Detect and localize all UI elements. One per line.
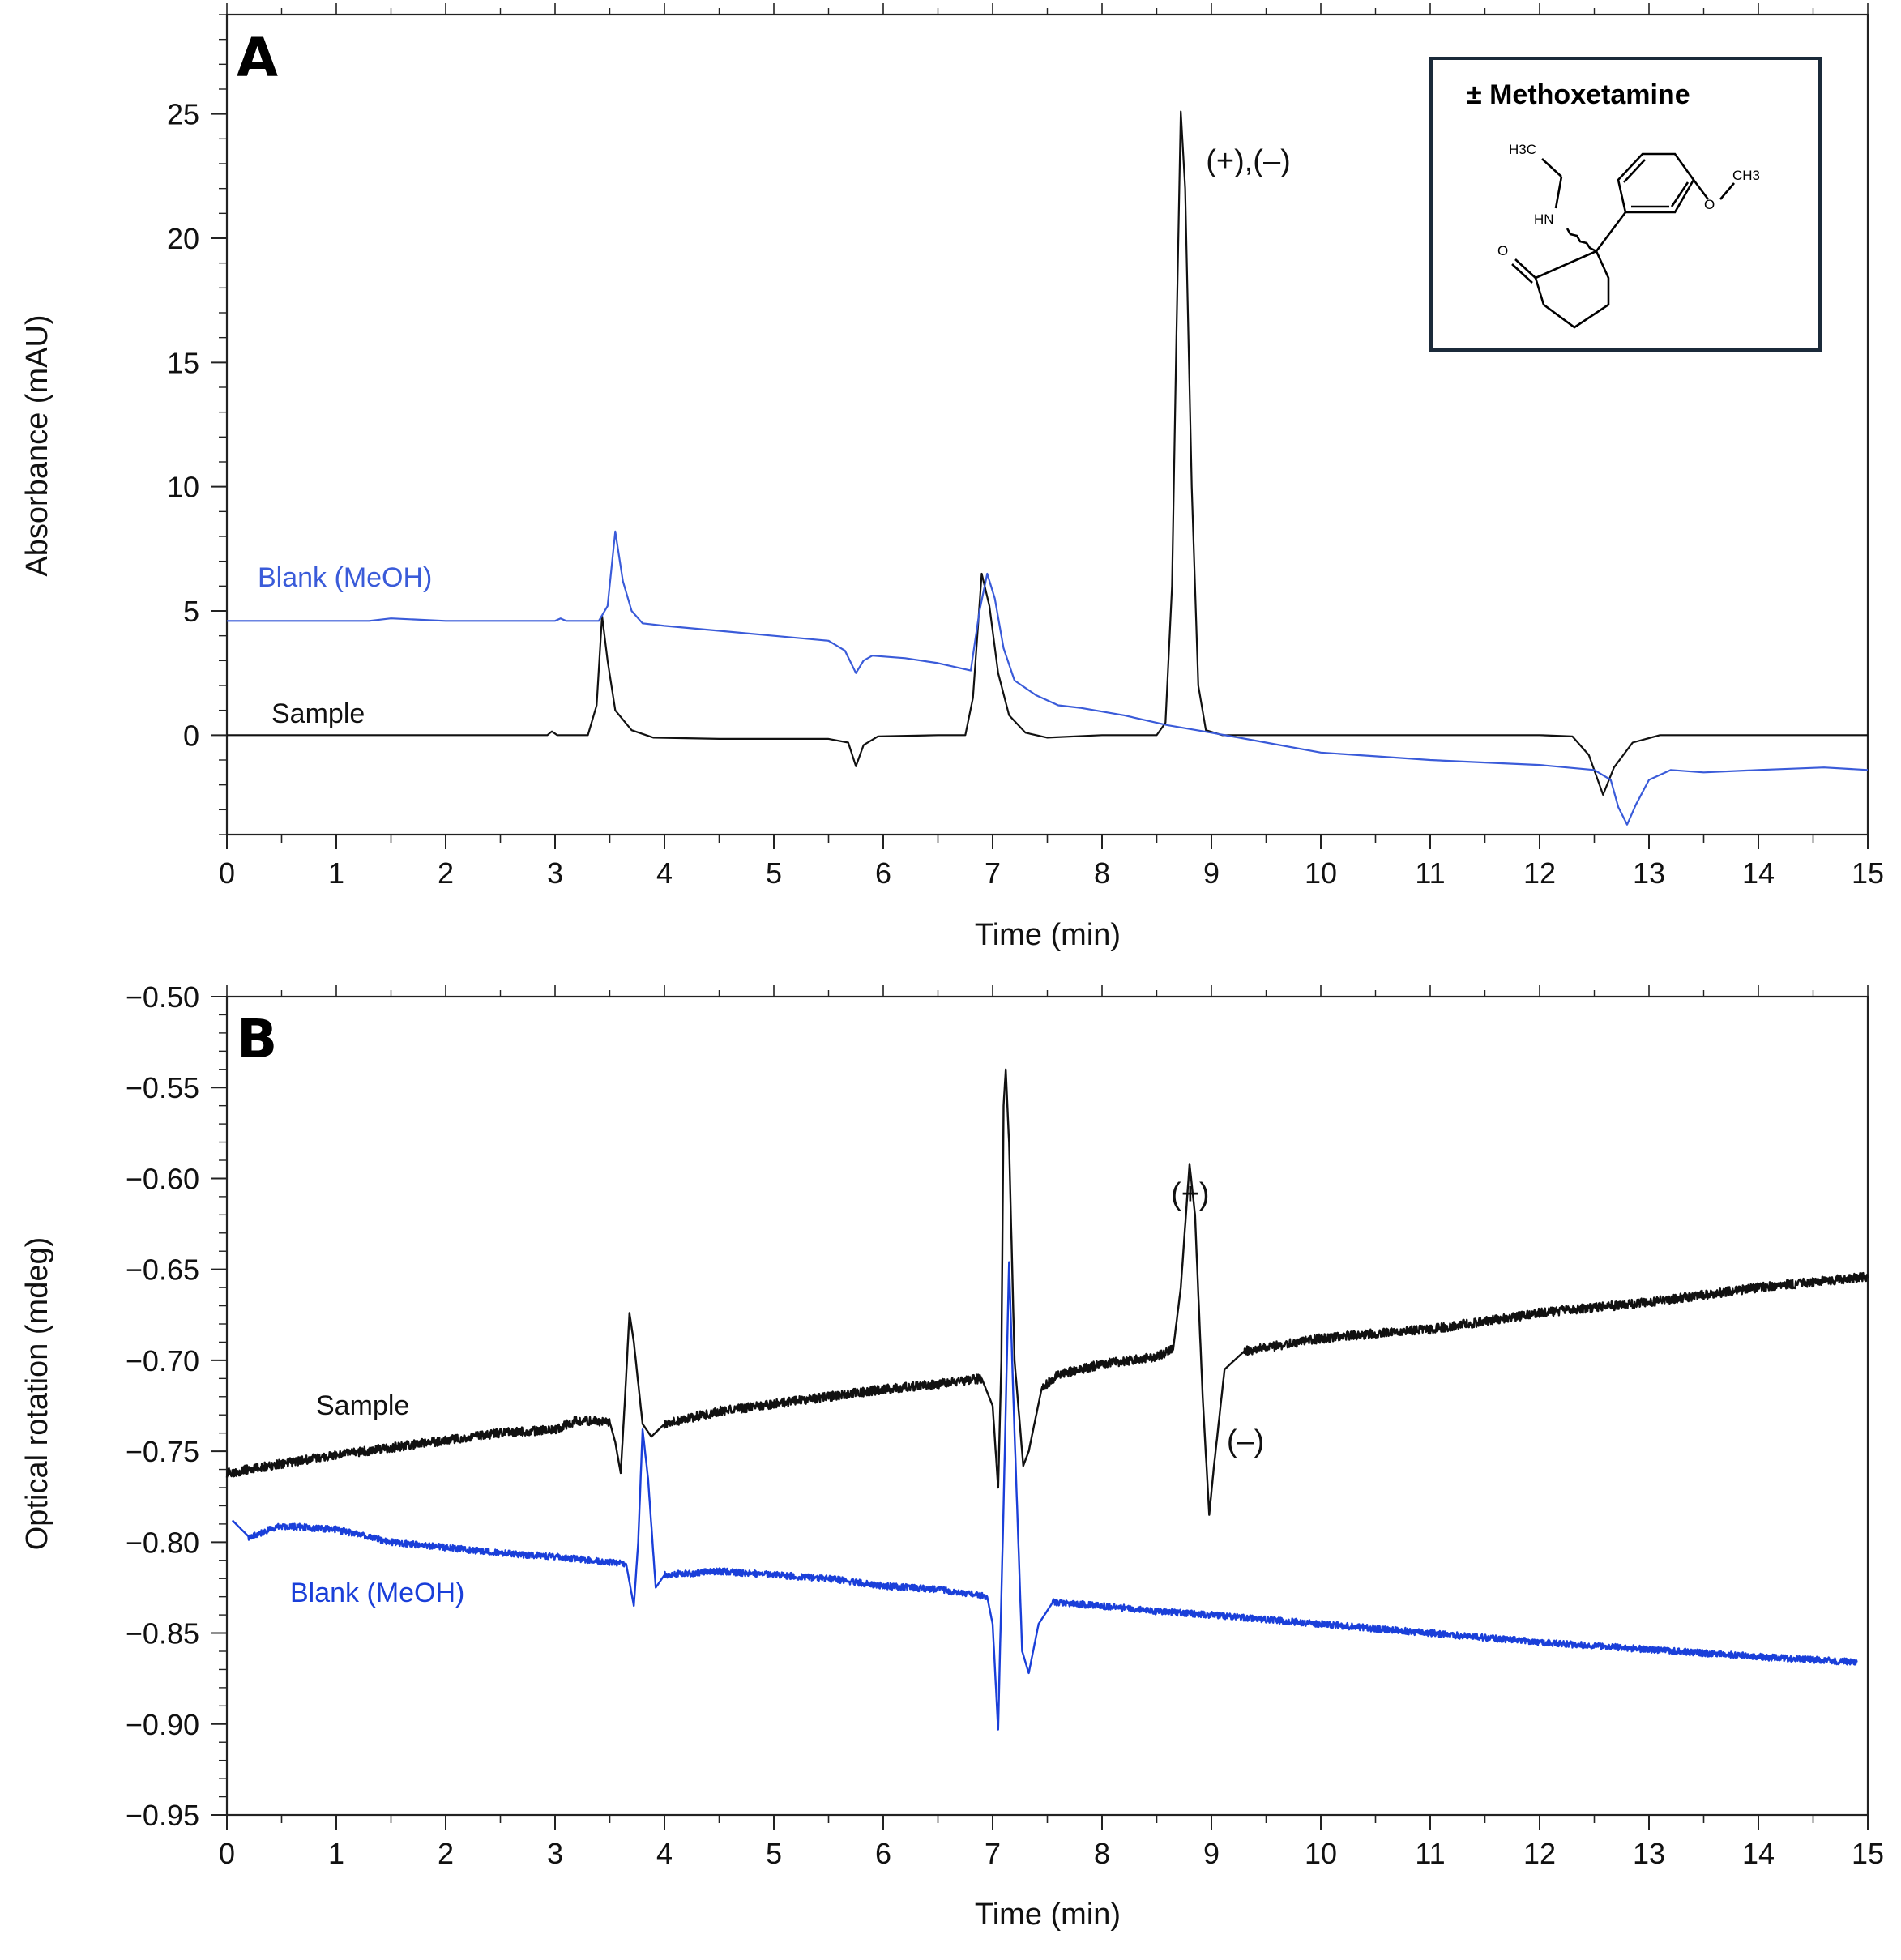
x-tick-label: 3 xyxy=(547,856,563,890)
x-tick-label: 10 xyxy=(1305,1837,1337,1870)
amine-wavy-bond xyxy=(1566,228,1597,253)
y-tick-label: 25 xyxy=(167,98,199,131)
panel-b: 0 1 2 3 4 5 6 7 8 9 10 11 12 13 14 15−0.95−0.90−0.85−0.… xyxy=(20,980,1884,1932)
y-tick-label: 0 xyxy=(183,719,199,752)
atom-h3c: H3C xyxy=(1509,142,1536,157)
panel-a-sample-label: Sample xyxy=(271,698,365,729)
methoxetamine-structure xyxy=(1511,152,1735,329)
x-tick-label: 8 xyxy=(1094,1837,1110,1870)
atom-ether-o: O xyxy=(1704,197,1715,212)
ether-bond xyxy=(1692,179,1710,200)
methyl-bond xyxy=(1719,182,1735,200)
x-tick-label: 2 xyxy=(438,856,454,890)
x-tick-label: 0 xyxy=(219,1837,235,1870)
panel-b-blank-label: Blank (MeOH) xyxy=(290,1578,464,1608)
x-tick-label: 2 xyxy=(438,1837,454,1870)
x-tick-label: 0 xyxy=(219,856,235,890)
x-tick-label: 10 xyxy=(1305,856,1337,890)
y-tick-label: −0.85 xyxy=(126,1617,199,1650)
x-tick-label: 12 xyxy=(1523,1837,1556,1870)
benzene-ring xyxy=(1617,152,1695,214)
x-tick-label: 6 xyxy=(875,856,891,890)
panel-b-x-axis-title: Time (min) xyxy=(975,1898,1121,1932)
x-tick-label: 13 xyxy=(1633,1837,1665,1870)
y-tick-label: 15 xyxy=(167,346,199,379)
atom-nh: HN xyxy=(1534,211,1554,227)
x-tick-label: 3 xyxy=(547,1837,563,1870)
series-line-blank xyxy=(227,530,1869,826)
y-tick-label: −0.95 xyxy=(126,1799,199,1832)
y-tick-label: −0.90 xyxy=(126,1708,199,1741)
panel-a-x-axis-title: Time (min) xyxy=(975,918,1121,952)
y-tick-label: −0.75 xyxy=(126,1435,199,1468)
inset-title: ± Methoxetamine xyxy=(1467,79,1690,110)
x-tick-label: 4 xyxy=(656,1837,673,1870)
panel-a-series xyxy=(227,110,1869,826)
x-tick-label: 14 xyxy=(1742,1837,1775,1870)
y-tick-label: −0.80 xyxy=(126,1526,199,1559)
atom-ch3: CH3 xyxy=(1732,168,1760,183)
panel-b-letter: B xyxy=(237,1008,277,1070)
aryl-bond xyxy=(1595,211,1627,252)
ethyl-bond-2 xyxy=(1541,158,1562,177)
y-tick-label: 5 xyxy=(183,595,199,628)
x-tick-label: 15 xyxy=(1852,856,1884,890)
series-line-sample xyxy=(225,1068,1869,1516)
x-tick-label: 12 xyxy=(1523,856,1556,890)
y-tick-label: 10 xyxy=(167,471,199,504)
x-tick-label: 1 xyxy=(328,1837,344,1870)
panel-a-letter: A xyxy=(237,27,278,89)
x-tick-label: 7 xyxy=(985,856,1001,890)
x-tick-label: 13 xyxy=(1633,856,1665,890)
x-tick-label: 4 xyxy=(656,856,673,890)
y-tick-label: −0.70 xyxy=(126,1344,199,1377)
x-tick-label: 5 xyxy=(766,1837,782,1870)
x-tick-label: 7 xyxy=(985,1837,1001,1870)
x-tick-label: 1 xyxy=(328,856,344,890)
y-tick-label: −0.60 xyxy=(126,1162,199,1195)
y-tick-label: 20 xyxy=(167,222,199,255)
x-tick-label: 9 xyxy=(1203,856,1220,890)
x-tick-label: 5 xyxy=(766,856,782,890)
methoxetamine-inset: ± Methoxetamine xyxy=(1429,57,1822,352)
panel-b-ticks: 0 1 2 3 4 5 6 7 8 9 10 11 12 13 14 15−0.95−0.90−0.85−0.… xyxy=(126,980,1884,1870)
y-tick-label: −0.65 xyxy=(126,1253,199,1287)
panel-a-y-axis-title: Absorbance (mAU) xyxy=(20,314,54,576)
panel-b-sample-label: Sample xyxy=(316,1390,409,1421)
x-tick-label: 8 xyxy=(1094,856,1110,890)
y-tick-label: −0.50 xyxy=(126,980,199,1014)
y-tick-label: −0.55 xyxy=(126,1071,199,1104)
panel-a-peak-annotation: (+),(–) xyxy=(1206,144,1291,178)
panel-b-y-axis-title: Optical rotation (mdeg) xyxy=(20,1237,54,1551)
ethyl-bond-1 xyxy=(1554,176,1563,209)
x-tick-label: 11 xyxy=(1415,1837,1445,1870)
x-tick-label: 11 xyxy=(1415,856,1445,890)
panel-b-plus-annotation: (+) xyxy=(1171,1177,1210,1211)
panel-a-blank-label: Blank (MeOH) xyxy=(258,562,432,593)
x-tick-label: 15 xyxy=(1852,1837,1884,1870)
series-line-blank xyxy=(231,1261,1858,1731)
series-line-sample xyxy=(227,110,1868,796)
x-tick-label: 14 xyxy=(1742,856,1775,890)
atom-ketone-o: O xyxy=(1497,243,1508,258)
x-tick-label: 9 xyxy=(1203,1837,1220,1870)
inset-border xyxy=(1429,57,1822,352)
panel-b-series xyxy=(225,1068,1869,1731)
x-tick-label: 6 xyxy=(875,1837,891,1870)
ketone-bond xyxy=(1514,258,1536,279)
panel-b-minus-annotation: (–) xyxy=(1227,1424,1264,1458)
